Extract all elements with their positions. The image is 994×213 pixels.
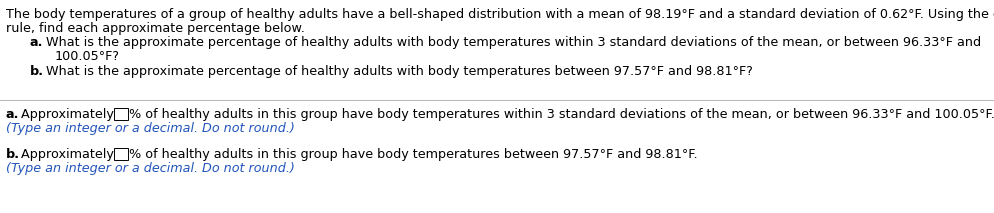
Text: The body temperatures of a group of healthy adults have a bell-shaped distributi: The body temperatures of a group of heal…	[6, 8, 994, 21]
Text: b.: b.	[30, 65, 44, 78]
Text: Approximately: Approximately	[17, 148, 117, 161]
Text: Approximately: Approximately	[17, 108, 117, 121]
FancyBboxPatch shape	[114, 108, 128, 120]
Text: % of healthy adults in this group have body temperatures between 97.57°F and 98.: % of healthy adults in this group have b…	[129, 148, 697, 161]
FancyBboxPatch shape	[114, 148, 128, 160]
Text: 100.05°F?: 100.05°F?	[55, 50, 120, 63]
Text: (Type an integer or a decimal. Do not round.): (Type an integer or a decimal. Do not ro…	[6, 122, 294, 135]
Text: b.: b.	[6, 148, 20, 161]
Text: What is the approximate percentage of healthy adults with body temperatures with: What is the approximate percentage of he…	[46, 36, 980, 49]
Text: a.: a.	[6, 108, 19, 121]
Text: a.: a.	[30, 36, 44, 49]
Text: rule, find each approximate percentage below.: rule, find each approximate percentage b…	[6, 22, 304, 35]
Text: What is the approximate percentage of healthy adults with body temperatures betw: What is the approximate percentage of he…	[46, 65, 752, 78]
Text: (Type an integer or a decimal. Do not round.): (Type an integer or a decimal. Do not ro…	[6, 162, 294, 175]
Text: % of healthy adults in this group have body temperatures within 3 standard devia: % of healthy adults in this group have b…	[129, 108, 994, 121]
